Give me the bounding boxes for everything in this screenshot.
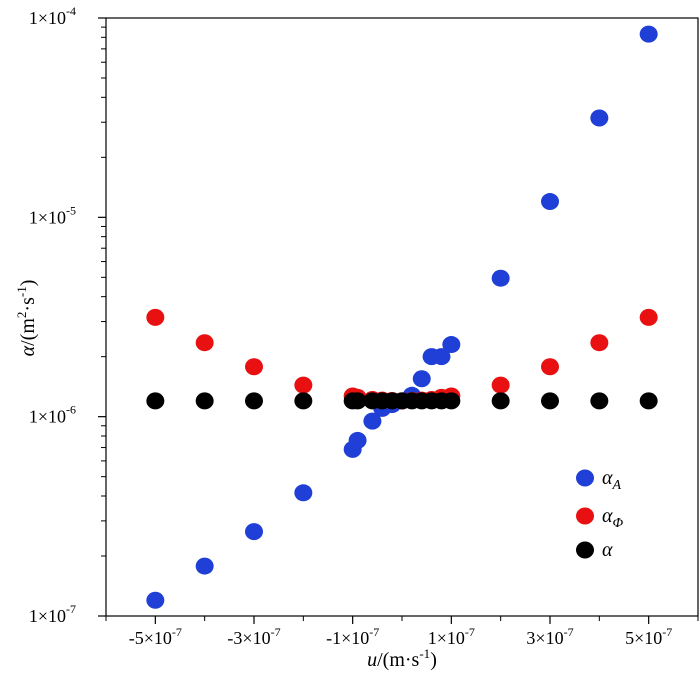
legend-marker <box>576 507 594 525</box>
data-point-alpha <box>541 392 559 410</box>
data-point-alpha-a <box>348 431 367 449</box>
data-point-alpha-a <box>412 370 431 388</box>
data-point-alpha <box>639 392 658 410</box>
y-tick-label: 1×10-7 <box>29 602 76 626</box>
data-point-alpha-phi <box>294 376 313 394</box>
data-point-alpha-a <box>590 109 609 127</box>
legend-marker <box>576 541 594 559</box>
data-point-alpha-a <box>363 412 382 430</box>
data-point-alpha-phi <box>195 334 214 352</box>
x-axis-ticks: -5×10-7 -3×10-7 -1×10-7 1×10-7 3×10-7 5×10-7 <box>105 616 699 648</box>
data-point-alpha-phi <box>590 334 609 352</box>
data-point-alpha-a <box>639 25 658 43</box>
legend-marker <box>576 469 594 487</box>
data-point-alpha <box>348 392 367 410</box>
x-axis-title: u/(m·s-1) <box>367 646 437 671</box>
data-point-alpha-a <box>432 348 451 366</box>
data-point-alpha <box>491 392 510 410</box>
x-tick-label: -5×10-7 <box>129 625 182 648</box>
data-point-alpha-a <box>146 591 165 609</box>
data-point-alpha <box>146 392 165 410</box>
y-tick-label: 1×10-4 <box>29 4 76 28</box>
data-point-alpha-a <box>541 193 559 211</box>
data-points <box>146 25 658 609</box>
legend: αA αΦ α <box>576 467 624 561</box>
data-point-alpha-phi <box>541 358 559 376</box>
y-axis-title: α/(m2·s-1) <box>14 280 39 357</box>
data-point-alpha <box>590 392 609 410</box>
y-tick-label: 1×10-5 <box>29 203 76 227</box>
data-point-alpha <box>245 392 263 410</box>
legend-label: α <box>602 539 613 561</box>
x-tick-label: -3×10-7 <box>227 625 280 648</box>
data-point-alpha-phi <box>491 376 510 394</box>
data-point-alpha-a <box>245 523 263 541</box>
data-point-alpha-phi <box>639 308 658 326</box>
y-axis-ticks: 1×10-7 1×10-6 1×10-5 1×10-4 <box>29 4 106 626</box>
x-tick-label: 1×10-7 <box>428 625 475 648</box>
x-tick-label: 3×10-7 <box>526 625 573 648</box>
data-point-alpha-a <box>195 557 214 575</box>
data-point-alpha <box>195 392 214 410</box>
legend-label: αΦ <box>602 505 624 531</box>
data-point-alpha <box>294 392 313 410</box>
data-point-alpha <box>442 392 461 410</box>
data-point-alpha-phi <box>245 358 263 376</box>
data-point-alpha-a <box>294 484 313 502</box>
x-tick-label: -1×10-7 <box>326 625 379 648</box>
data-point-alpha-phi <box>146 308 165 326</box>
data-point-alpha-a <box>442 336 461 354</box>
y-tick-label: 1×10-6 <box>29 403 76 427</box>
data-point-alpha-a <box>491 269 510 287</box>
legend-label: αA <box>602 467 622 493</box>
x-tick-label: 5×10-7 <box>625 625 672 648</box>
